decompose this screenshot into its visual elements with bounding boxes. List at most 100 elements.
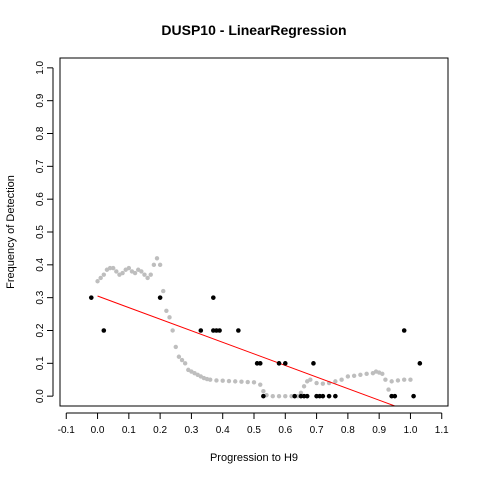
observed-point	[417, 361, 423, 366]
smoothed-point	[182, 361, 188, 366]
smoothed-point	[101, 272, 107, 277]
smoothed-point	[258, 382, 263, 387]
observed-point	[261, 393, 266, 399]
observed-point	[217, 328, 222, 333]
x-axis-title: Progression to H9	[210, 452, 298, 464]
regression-line-layer	[97, 295, 395, 406]
x-tick-label: 0.9	[372, 425, 386, 436]
smoothed-point	[251, 380, 257, 385]
smoothed-point	[301, 384, 307, 389]
x-tick-label: 0.7	[310, 425, 324, 436]
smoothed-point	[333, 379, 338, 384]
smoothed-point	[276, 393, 282, 399]
y-tick-label: 1.0	[35, 60, 46, 74]
y-tick-label: 0.9	[35, 93, 46, 107]
y-tick-label: 0.1	[35, 356, 46, 370]
smoothed-point	[314, 380, 319, 386]
smoothed-point	[142, 272, 147, 277]
smoothed-point	[351, 373, 357, 378]
smoothed-point	[289, 393, 294, 399]
smoothed-point	[173, 344, 178, 350]
observed-point	[101, 328, 107, 333]
plot-area	[88, 256, 423, 406]
smoothed-point	[380, 371, 385, 377]
smoothed-point	[298, 390, 304, 396]
smoothed-point	[220, 378, 225, 383]
x-tick-label: 0.1	[122, 425, 136, 436]
smoothed-point	[358, 372, 363, 378]
observed-point	[211, 295, 216, 300]
smoothed-point	[401, 377, 407, 382]
smoothed-point	[120, 270, 125, 276]
observed-point	[198, 328, 204, 333]
observed-point	[311, 361, 316, 366]
observed-point	[88, 295, 94, 300]
observed-point	[411, 393, 416, 399]
smoothed-point	[95, 279, 100, 284]
smoothed-point	[270, 393, 275, 399]
smoothed-point	[161, 288, 166, 294]
plot-frame	[59, 57, 449, 407]
x-axis: -0.1 0.0 0.1 0.2 0.3 0.4 0.5 0.6 0.7 0.8 0.9 1.0 1.1	[58, 412, 449, 436]
observed-point	[236, 328, 241, 333]
smoothed-point	[395, 378, 401, 383]
smoothed-point	[164, 308, 169, 313]
smoothed-point	[386, 387, 391, 392]
observed-point	[333, 393, 338, 399]
chart-title: DUSP10 - LinearRegression	[161, 22, 346, 38]
observed-point	[282, 361, 288, 366]
smoothed-point	[207, 377, 213, 382]
x-tick-label: 0.2	[153, 425, 167, 436]
smoothed-point	[151, 262, 157, 268]
smoothed-point	[295, 393, 301, 399]
x-tick-label: 0.8	[341, 425, 355, 436]
y-tick-label: 0.2	[35, 323, 46, 337]
observed-point	[392, 393, 398, 399]
y-tick-label: 0.3	[35, 290, 46, 304]
smoothed-point	[157, 262, 163, 268]
y-tick-label: 0.4	[35, 257, 46, 271]
smoothed-point	[148, 272, 153, 277]
y-tick-label: 0.8	[35, 126, 46, 140]
smoothed-point	[114, 269, 119, 274]
smoothed-point	[339, 377, 344, 382]
smoothed-point	[132, 270, 138, 276]
smoothed-point	[239, 379, 244, 384]
smoothed-point	[126, 265, 132, 271]
smoothed-point	[154, 256, 160, 261]
x-tick-label: 0.3	[184, 425, 198, 436]
x-tick-label: 1.0	[403, 425, 417, 436]
observed-point	[320, 393, 326, 399]
smoothed-point	[308, 377, 313, 382]
smoothed-point	[170, 328, 175, 333]
regression-line	[97, 295, 395, 406]
x-tick-label: 0.0	[91, 425, 105, 436]
y-tick-label: 0.7	[35, 159, 46, 173]
y-tick-label: 0.6	[35, 192, 46, 206]
observed-point	[326, 393, 332, 399]
observed-point	[292, 393, 297, 399]
smoothed-point	[283, 393, 288, 399]
smoothed-point	[110, 265, 116, 271]
smoothed-series	[95, 256, 413, 399]
y-axis-title: Frequency of Detection	[5, 175, 17, 289]
smoothed-point	[139, 269, 144, 274]
smoothed-point	[167, 315, 172, 320]
smoothed-point	[261, 389, 266, 394]
y-axis: 0.0 0.1 0.2 0.3 0.4 0.5 0.6 0.7 0.8 0.9 1.0	[35, 60, 54, 403]
observed-series	[88, 295, 423, 399]
smoothed-point	[389, 379, 394, 384]
smoothed-point	[176, 354, 182, 359]
smoothed-point	[179, 357, 185, 363]
smoothed-point	[145, 275, 150, 281]
smoothed-point	[107, 265, 113, 271]
observed-point	[401, 328, 407, 333]
smoothed-point	[345, 374, 351, 379]
observed-point	[276, 361, 282, 366]
smoothed-point	[383, 377, 388, 382]
y-tick-label: 0.5	[35, 225, 46, 239]
smoothed-point	[364, 371, 369, 377]
x-tick-label: -0.1	[58, 425, 76, 436]
